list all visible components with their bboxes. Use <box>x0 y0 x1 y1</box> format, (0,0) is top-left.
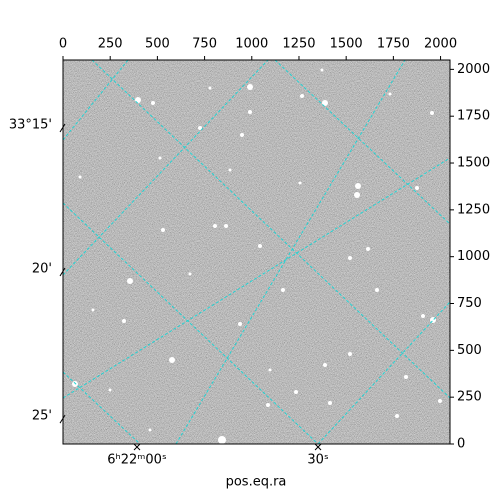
y-tick-label: 1250 <box>457 202 490 217</box>
sky-image <box>63 60 450 444</box>
y-tick-label: 750 <box>457 296 482 311</box>
x-tick-label: 1250 <box>282 37 315 52</box>
star <box>158 156 162 160</box>
star <box>122 319 126 323</box>
star <box>322 100 328 106</box>
x-tick-label: 250 <box>98 37 123 52</box>
star <box>108 388 112 392</box>
y-tick-label: 1000 <box>457 249 490 264</box>
ra-tick-label: 30ˢ <box>307 453 329 468</box>
x-tick-label: 750 <box>192 37 217 52</box>
y-tick-label: 1750 <box>457 109 490 124</box>
x-axis-label: pos.eq.ra <box>226 475 287 490</box>
star <box>430 111 434 115</box>
star <box>328 401 332 405</box>
y-tick-label: 0 <box>457 437 465 452</box>
star <box>148 428 152 432</box>
star <box>238 322 242 326</box>
y-tick-label: 250 <box>457 390 482 405</box>
star <box>266 403 270 407</box>
x-tick-label: 1750 <box>377 37 410 52</box>
dec-tick <box>59 414 66 424</box>
coordinate-grid-line <box>175 60 406 444</box>
star <box>395 414 399 418</box>
dec-tick-label: 25' <box>32 409 52 424</box>
star <box>151 101 155 105</box>
coordinate-grid-line <box>63 371 141 444</box>
star <box>72 381 78 387</box>
star <box>228 168 232 172</box>
ra-tick <box>314 443 322 451</box>
dec-tick-label: 33°15' <box>9 117 52 132</box>
y-tick-label: 1500 <box>457 156 490 171</box>
star <box>213 224 217 228</box>
dec-tick <box>59 123 66 133</box>
coordinate-grid-line <box>63 60 129 141</box>
star <box>355 183 361 189</box>
dec-tick-label: 20' <box>32 262 52 277</box>
star <box>366 247 370 251</box>
star <box>298 181 302 185</box>
star <box>240 133 244 137</box>
star <box>404 375 408 379</box>
star <box>268 368 272 372</box>
star <box>91 308 95 312</box>
star <box>323 363 327 367</box>
coordinate-grid-line <box>63 60 269 276</box>
star <box>348 352 352 356</box>
star <box>375 288 379 292</box>
star <box>247 84 253 90</box>
x-tick-label: 2000 <box>424 37 457 52</box>
star <box>224 224 228 228</box>
star <box>78 175 82 179</box>
star <box>300 94 304 98</box>
star <box>438 399 442 403</box>
x-tick-label: 0 <box>59 37 67 52</box>
star <box>388 92 392 96</box>
star <box>281 288 285 292</box>
star <box>188 272 192 276</box>
y-tick-label: 2000 <box>457 62 490 77</box>
star <box>415 186 419 190</box>
star <box>198 126 202 130</box>
coordinate-grid-line <box>63 202 319 444</box>
star <box>294 390 298 394</box>
dec-tick <box>59 267 66 277</box>
ra-tick-label: 6ʰ22ᵐ00ˢ <box>107 453 167 468</box>
star <box>208 86 212 90</box>
star <box>348 256 352 260</box>
x-tick-label: 500 <box>145 37 170 52</box>
coordinate-grid-line <box>91 60 450 399</box>
coordinate-grid-line <box>63 157 450 399</box>
coordinate-grid-line <box>317 301 450 444</box>
star <box>169 357 175 363</box>
x-tick-label: 1500 <box>330 37 363 52</box>
ra-tick <box>133 443 141 451</box>
star <box>354 192 360 198</box>
star <box>218 436 226 444</box>
star <box>248 110 252 114</box>
y-tick-label: 500 <box>457 343 482 358</box>
star <box>421 314 425 318</box>
plot-frame <box>62 59 451 445</box>
star <box>320 68 324 72</box>
star <box>127 278 133 284</box>
x-tick-label: 1000 <box>235 37 268 52</box>
star <box>258 244 262 248</box>
star <box>161 228 165 232</box>
